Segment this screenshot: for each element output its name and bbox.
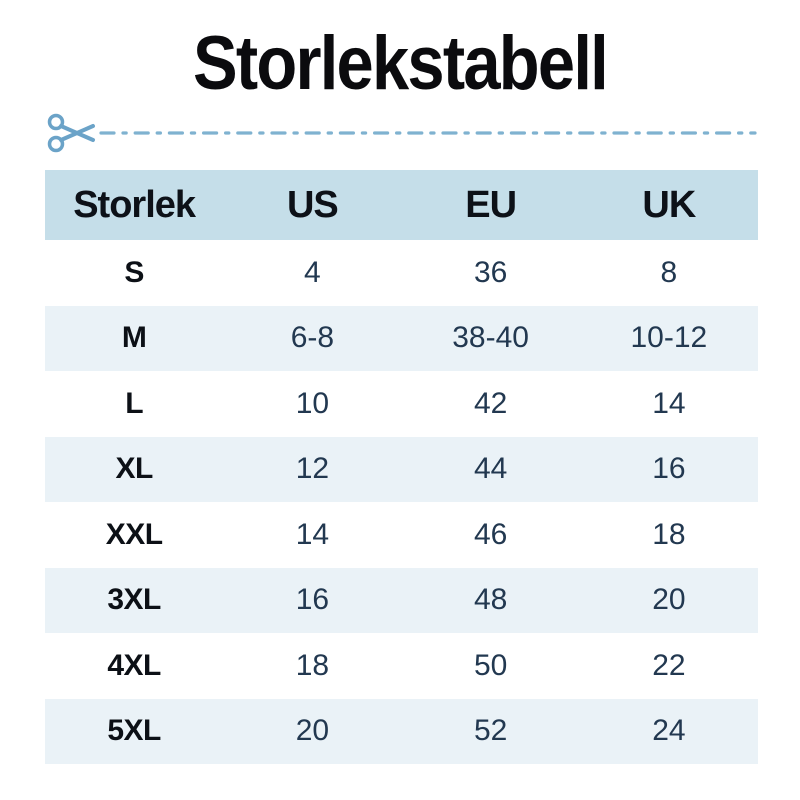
table-row-xxl: XXL 14 46 18 xyxy=(45,502,758,568)
us-size-value: 16 xyxy=(295,583,330,617)
us-size-value: 6-8 xyxy=(290,321,335,355)
column-header-eu: EU xyxy=(401,170,580,240)
eu-size-value: 46 xyxy=(473,517,508,551)
us-size-value: 4 xyxy=(304,255,321,289)
size-label: XXL xyxy=(105,517,163,551)
uk-size-value: 22 xyxy=(652,648,686,682)
uk-size-value: 18 xyxy=(652,517,686,551)
us-size-value: 10 xyxy=(295,386,330,420)
eu-size-value: 44 xyxy=(473,452,508,486)
eu-size-value: 52 xyxy=(473,714,508,748)
table-row-m: M 6-8 38-40 10-12 xyxy=(45,305,758,371)
size-table-body: S 4 36 8 M 6-8 38-40 10-12 L 10 42 14 XL… xyxy=(45,240,758,764)
eu-size-value: 48 xyxy=(473,583,508,617)
table-row-xl: XL 12 44 16 xyxy=(45,436,758,502)
us-size-value: 20 xyxy=(295,714,330,748)
size-label: L xyxy=(125,386,144,420)
us-size-value: 14 xyxy=(295,517,330,551)
header-row: Storlek US EU UK xyxy=(45,170,758,240)
uk-size-value: 8 xyxy=(660,255,678,289)
size-label: S xyxy=(124,255,144,289)
size-table-header: Storlek US EU UK xyxy=(45,170,758,240)
table-row-4xl: 4XL 18 50 22 xyxy=(45,633,758,699)
eu-size-value: 36 xyxy=(473,255,508,289)
page-title: Storlekstabell xyxy=(193,21,609,106)
size-label: 5XL xyxy=(107,714,161,748)
size-table: Storlek US EU UK S 4 36 8 M 6-8 38-40 10… xyxy=(45,170,758,764)
uk-size-value: 10-12 xyxy=(630,321,708,355)
eu-size-value: 42 xyxy=(473,386,508,420)
size-label: 3XL xyxy=(107,583,161,617)
cut-line-divider xyxy=(45,112,758,154)
eu-size-value: 50 xyxy=(473,648,508,682)
cut-line-graphic xyxy=(47,113,757,153)
us-size-value: 18 xyxy=(295,648,330,682)
column-header-us: US xyxy=(223,170,402,240)
scissors-icon xyxy=(47,113,95,153)
uk-size-value: 14 xyxy=(652,386,686,420)
size-label: M xyxy=(121,321,147,355)
table-row-3xl: 3XL 16 48 20 xyxy=(45,567,758,633)
column-header-storlek: Storlek xyxy=(45,170,224,240)
uk-size-value: 20 xyxy=(652,583,686,617)
uk-size-value: 16 xyxy=(652,452,686,486)
table-row-s: S 4 36 8 xyxy=(45,240,758,306)
uk-size-value: 24 xyxy=(652,714,686,748)
table-row-l: L 10 42 14 xyxy=(45,371,758,437)
size-label: XL xyxy=(115,452,153,486)
column-header-uk: UK xyxy=(579,170,758,240)
size-label: 4XL xyxy=(107,648,161,682)
us-size-value: 12 xyxy=(295,452,330,486)
table-row-5xl: 5XL 20 52 24 xyxy=(45,698,758,764)
eu-size-value: 38-40 xyxy=(452,321,529,355)
